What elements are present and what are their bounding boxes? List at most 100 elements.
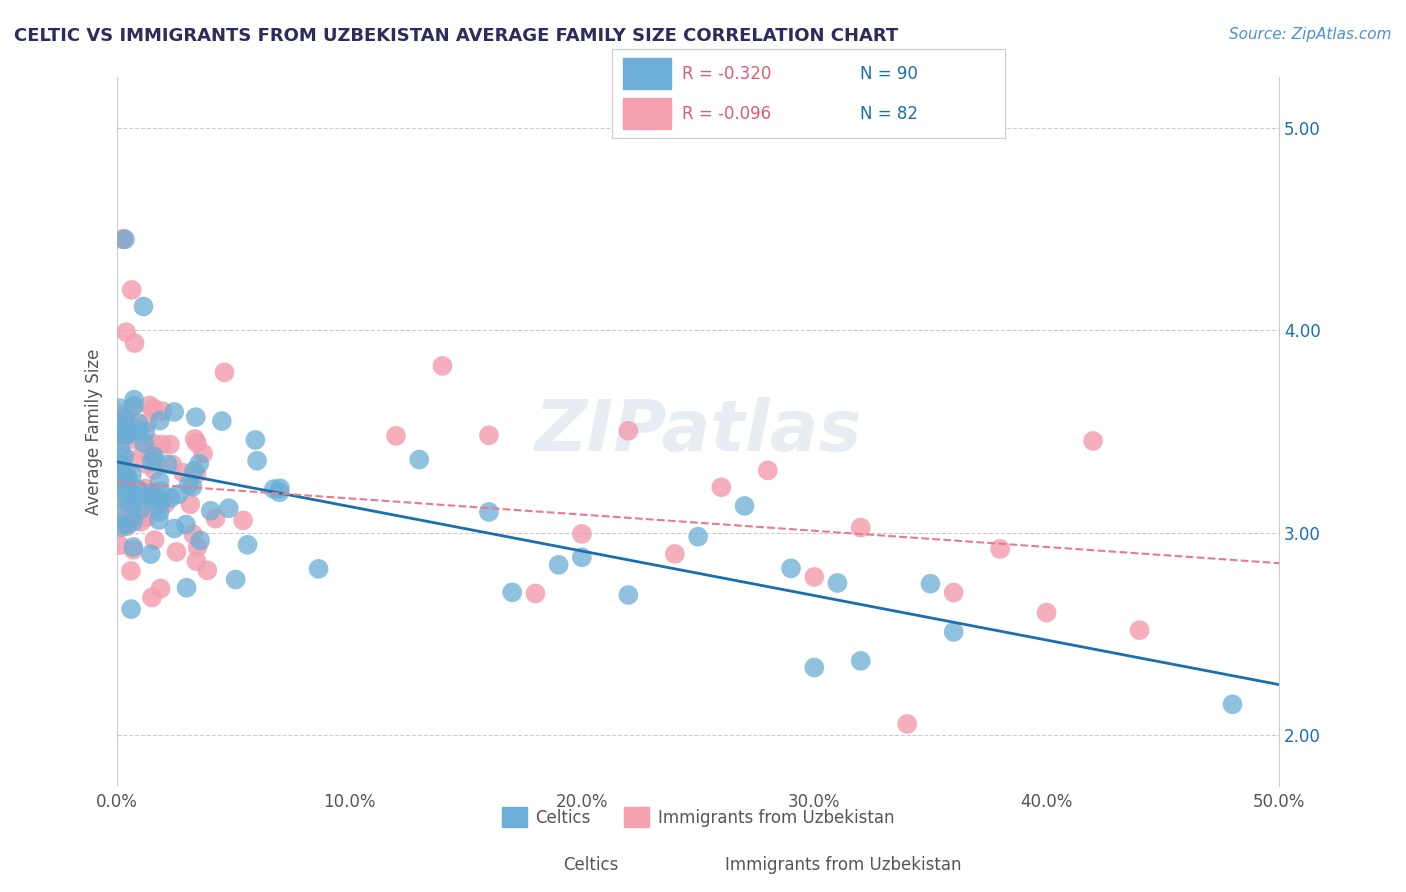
Immigrants from Uzbekistan [150, 404, 173, 418]
Immigrants from Uzbekistan [114, 473, 136, 487]
Immigrants from Uzbekistan [141, 591, 163, 605]
Immigrants from Uzbekistan [942, 585, 965, 599]
Celtics [114, 232, 136, 246]
Celtics [149, 414, 172, 428]
Immigrants from Uzbekistan [122, 542, 145, 557]
Celtics [269, 481, 291, 495]
Immigrants from Uzbekistan [138, 398, 160, 412]
Celtics [112, 479, 135, 493]
Celtics [139, 547, 162, 561]
Immigrants from Uzbekistan [121, 401, 143, 415]
Immigrants from Uzbekistan [172, 466, 194, 480]
Celtics [617, 588, 640, 602]
Celtics [780, 561, 803, 575]
Bar [623, 58, 671, 89]
Celtics [827, 576, 849, 591]
Celtics [176, 581, 198, 595]
Celtics [110, 426, 132, 441]
Immigrants from Uzbekistan [108, 407, 131, 421]
Celtics [547, 558, 569, 572]
Celtics [141, 454, 163, 468]
Text: ZIPatlas: ZIPatlas [534, 397, 862, 467]
Immigrants from Uzbekistan [186, 436, 208, 450]
Immigrants from Uzbekistan [112, 494, 135, 508]
Immigrants from Uzbekistan [153, 497, 176, 511]
Celtics [174, 517, 197, 532]
Celtics [110, 440, 132, 454]
Immigrants from Uzbekistan [524, 586, 547, 600]
Celtics [108, 428, 131, 442]
Celtics [188, 457, 211, 471]
Celtics [478, 505, 501, 519]
Immigrants from Uzbekistan [110, 434, 132, 448]
Immigrants from Uzbekistan [142, 488, 165, 502]
Celtics [734, 499, 756, 513]
Immigrants from Uzbekistan [195, 563, 218, 577]
Immigrants from Uzbekistan [110, 456, 132, 470]
Celtics [263, 482, 285, 496]
Immigrants from Uzbekistan [150, 437, 173, 451]
Celtics [115, 426, 138, 441]
Celtics [127, 417, 149, 431]
Celtics [108, 475, 131, 489]
Immigrants from Uzbekistan [134, 482, 156, 496]
Celtics [141, 486, 163, 500]
Immigrants from Uzbekistan [988, 541, 1011, 556]
Celtics [112, 469, 135, 483]
Celtics [408, 452, 430, 467]
Bar [623, 98, 671, 129]
Celtics [111, 457, 134, 471]
Celtics [849, 654, 872, 668]
Text: R = -0.096: R = -0.096 [682, 105, 772, 123]
Celtics [120, 602, 142, 616]
Immigrants from Uzbekistan [121, 432, 143, 446]
Immigrants from Uzbekistan [186, 467, 208, 481]
Immigrants from Uzbekistan [214, 365, 236, 379]
Immigrants from Uzbekistan [136, 416, 159, 430]
Immigrants from Uzbekistan [179, 497, 201, 511]
Legend: Celtics, Immigrants from Uzbekistan: Celtics, Immigrants from Uzbekistan [495, 800, 901, 834]
Celtics [501, 585, 523, 599]
Celtics [942, 624, 965, 639]
Celtics [115, 488, 138, 502]
Celtics [225, 573, 247, 587]
Immigrants from Uzbekistan [143, 487, 166, 501]
Immigrants from Uzbekistan [186, 554, 208, 568]
Celtics [181, 480, 204, 494]
Immigrants from Uzbekistan [110, 516, 132, 531]
Celtics [308, 562, 330, 576]
Immigrants from Uzbekistan [117, 452, 139, 467]
Celtics [211, 414, 233, 428]
Immigrants from Uzbekistan [478, 428, 501, 442]
Immigrants from Uzbekistan [1081, 434, 1104, 448]
Immigrants from Uzbekistan [143, 455, 166, 469]
Celtics [200, 504, 222, 518]
Celtics [177, 478, 200, 492]
Text: Source: ZipAtlas.com: Source: ZipAtlas.com [1229, 27, 1392, 42]
Text: N = 82: N = 82 [859, 105, 918, 123]
Immigrants from Uzbekistan [710, 480, 733, 494]
Immigrants from Uzbekistan [1035, 606, 1057, 620]
Celtics [149, 505, 172, 519]
Celtics [188, 533, 211, 548]
Celtics [112, 449, 135, 463]
Celtics [236, 538, 259, 552]
Immigrants from Uzbekistan [135, 510, 157, 524]
Text: CELTIC VS IMMIGRANTS FROM UZBEKISTAN AVERAGE FAMILY SIZE CORRELATION CHART: CELTIC VS IMMIGRANTS FROM UZBEKISTAN AVE… [14, 27, 898, 45]
Celtics [124, 491, 146, 505]
Celtics [1222, 698, 1244, 712]
Celtics [167, 487, 190, 501]
Immigrants from Uzbekistan [115, 325, 138, 339]
Immigrants from Uzbekistan [141, 446, 163, 460]
Immigrants from Uzbekistan [115, 424, 138, 438]
Celtics [184, 410, 207, 425]
Celtics [114, 411, 136, 425]
Immigrants from Uzbekistan [617, 424, 640, 438]
Celtics [156, 457, 179, 471]
Immigrants from Uzbekistan [149, 582, 172, 596]
Celtics [121, 497, 143, 511]
Celtics [108, 423, 131, 437]
Immigrants from Uzbekistan [896, 717, 918, 731]
Immigrants from Uzbekistan [110, 425, 132, 440]
Immigrants from Uzbekistan [134, 457, 156, 471]
